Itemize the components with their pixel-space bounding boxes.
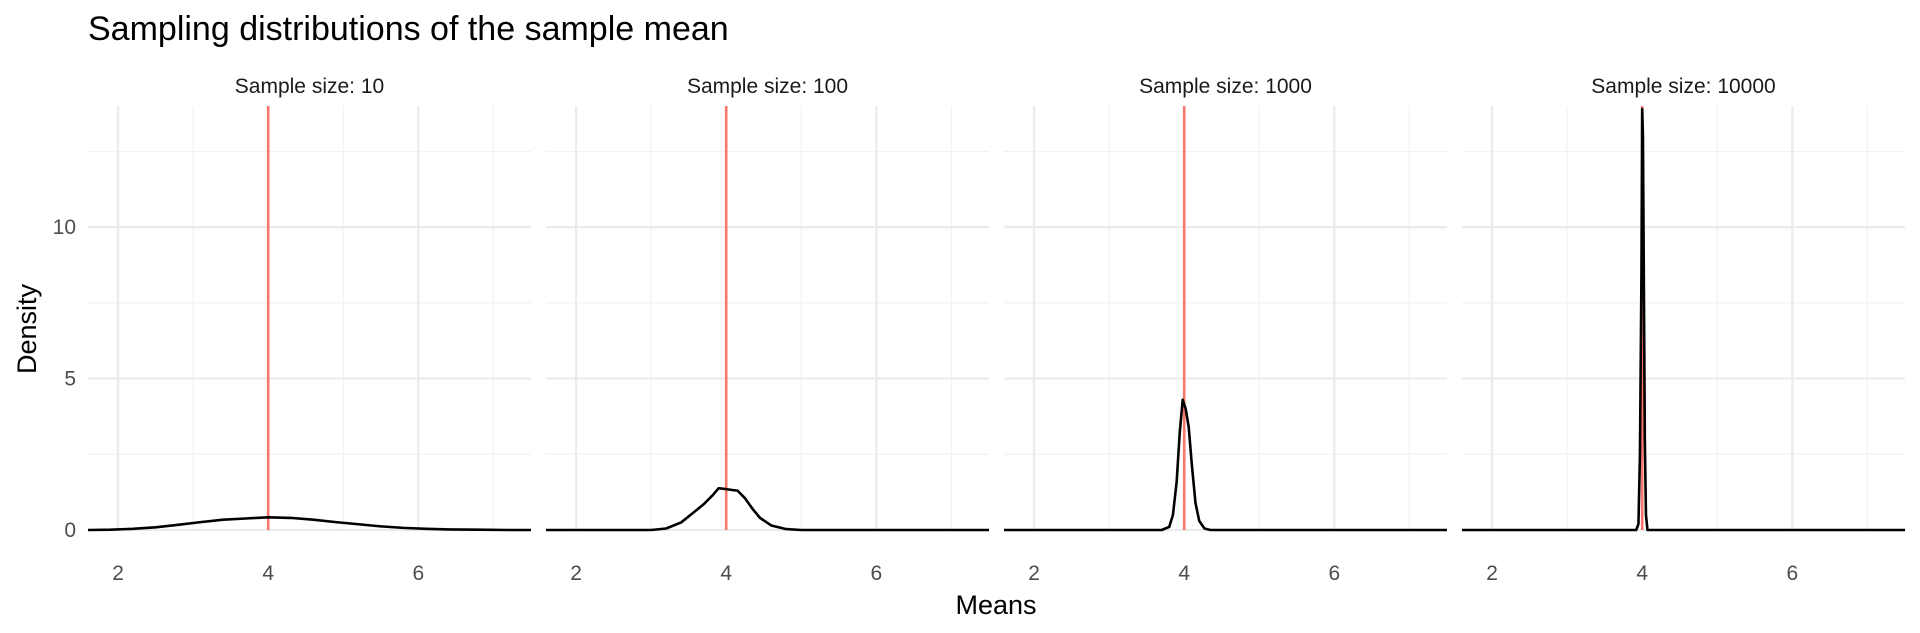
chart-title: Sampling distributions of the sample mea…	[88, 10, 729, 48]
x-tick-label: 4	[720, 562, 732, 585]
x-tick-label: 2	[570, 562, 582, 585]
x-tick-label: 4	[1636, 562, 1648, 585]
x-axis-title: Means	[955, 590, 1036, 620]
x-tick-label: 4	[262, 562, 274, 585]
y-axis-title: Density	[12, 283, 42, 374]
facet-panel: Sample size: 10000 2 4 6	[1462, 75, 1905, 585]
x-tick-label: 2	[112, 562, 124, 585]
y-tick-label: 5	[64, 368, 76, 391]
x-tick-label: 6	[871, 562, 883, 585]
x-tick-label: 2	[1486, 562, 1498, 585]
density-curve	[546, 486, 989, 532]
density-curve	[1004, 398, 1447, 532]
y-tick-label: 10	[53, 216, 76, 239]
facet-panel: Sample size: 1000 2 4 6	[1004, 75, 1447, 585]
density-curve	[1462, 107, 1905, 532]
facet-panel: Sample size: 10 2 4 6	[87, 75, 531, 585]
x-tick-label: 6	[413, 562, 425, 585]
facet-strip-label: Sample size: 10	[235, 75, 384, 98]
x-tick-label: 4	[1178, 562, 1190, 585]
x-tick-label: 2	[1028, 562, 1040, 585]
density-curve	[87, 515, 531, 532]
facet-panel: Sample size: 100 2 4 6	[546, 75, 989, 585]
y-axis: 0 5 10	[53, 216, 76, 542]
x-tick-label: 6	[1329, 562, 1341, 585]
facet-strip-label: Sample size: 1000	[1139, 75, 1312, 98]
facet-strip-label: Sample size: 10000	[1591, 75, 1775, 98]
y-tick-label: 0	[64, 519, 76, 542]
x-tick-label: 6	[1787, 562, 1799, 585]
facet-strip-label: Sample size: 100	[687, 75, 848, 98]
